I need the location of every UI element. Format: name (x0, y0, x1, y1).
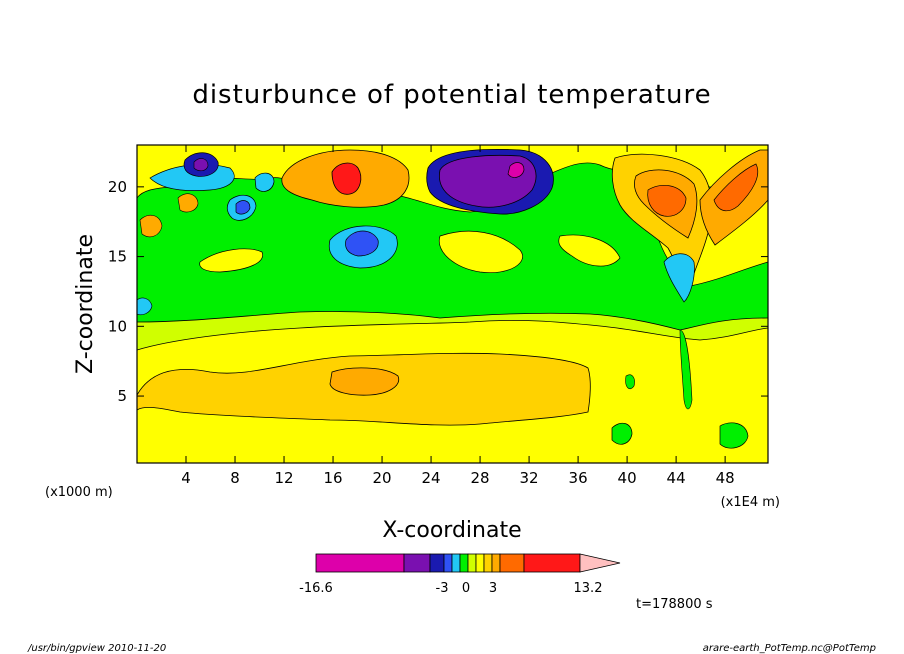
contour-left-orange (139, 214, 163, 238)
y-unit-note: (x1000 m) (45, 485, 113, 500)
x-tick-label: 36 (569, 469, 588, 487)
footer-left: /usr/bin/gpview 2010-11-20 (27, 643, 166, 654)
x-tick-label: 4 (181, 469, 191, 487)
x-axis-ticks: 4 8 12 16 20 24 28 32 36 40 44 48 (181, 145, 735, 487)
colorbar-swatch (483, 553, 493, 573)
colorbar-mid-label: -3 (436, 581, 449, 596)
contour-lens-b (438, 230, 523, 274)
contour-left-orange-b (177, 193, 199, 213)
y-axis-ticks: 5 10 15 20 (108, 178, 768, 405)
colorbar-swatch (403, 553, 431, 573)
colorbar-mid-label: 0 (462, 581, 470, 596)
x-tick-label: 32 (520, 469, 539, 487)
x-tick-label: 40 (618, 469, 637, 487)
y-tick-label: 5 (117, 387, 127, 405)
contour-lens-a (199, 248, 263, 273)
x-tick-label: 44 (667, 469, 686, 487)
plot-area (136, 144, 769, 464)
contour-lens-c (558, 234, 621, 267)
contour-cyan-channel (663, 253, 695, 303)
timestamp: t=178800 s (636, 597, 713, 612)
y-tick-label: 10 (108, 317, 127, 335)
chart-title: disturbunce of potential temperature (192, 80, 711, 110)
colorbar-swatch (451, 553, 461, 573)
colorbar-mid-label: 3 (489, 581, 497, 596)
colorbar-swatch (443, 553, 453, 573)
contour-magenta-29-21 (507, 162, 525, 178)
contour-green-pocket-b (719, 422, 749, 449)
x-tick-label: 12 (274, 469, 293, 487)
x-tick-label: 24 (422, 469, 441, 487)
contour-max-17-6 (329, 367, 400, 396)
plot-frame (136, 144, 769, 464)
contour-right-v-inner (647, 184, 687, 217)
colorbar-swatch (315, 553, 405, 573)
x-unit-note: (x1E4 m) (721, 495, 780, 510)
contour-blue-pocket-b (345, 230, 379, 257)
x-tick-label: 28 (471, 469, 490, 487)
contour-purple-pocket-a (193, 158, 209, 172)
contour-green-pocket-a (611, 422, 633, 445)
colorbar-swatch (429, 553, 445, 573)
contour-right-arm-inner (713, 163, 759, 212)
colorbar-swatch (491, 553, 501, 573)
x-tick-label: 48 (716, 469, 735, 487)
contour-red-17-20 (331, 162, 362, 195)
colorbar-swatch (467, 553, 477, 573)
contour-field (137, 145, 768, 449)
y-tick-label: 20 (108, 178, 127, 196)
y-axis-title: Z-coordinate (73, 234, 98, 374)
colorbar-swatch (475, 553, 485, 573)
footer-right: arare-earth_PotTemp.nc@PotTemp (703, 643, 876, 654)
colorbar (315, 553, 621, 573)
colorbar-max-label: 13.2 (574, 581, 603, 596)
contour-green-channel (679, 329, 693, 410)
y-tick-label: 15 (108, 248, 127, 266)
x-tick-label: 8 (230, 469, 240, 487)
x-tick-label: 16 (323, 469, 342, 487)
contour-blue-pocket-c (235, 200, 251, 215)
contour-green-pocket-c (625, 374, 635, 389)
x-axis-title: X-coordinate (382, 518, 521, 543)
colorbar-swatch (499, 553, 525, 573)
colorbar-swatch (523, 553, 581, 573)
colorbar-arrow (579, 553, 621, 573)
colorbar-min-label: -16.6 (299, 581, 333, 596)
contour-left-cyan-wisp (137, 297, 153, 316)
colorbar-swatch (459, 553, 469, 573)
colorbar-mid-labels: -3 0 3 (436, 581, 498, 596)
contour-cyan-pocket-d (254, 172, 275, 192)
x-tick-label: 20 (373, 469, 392, 487)
